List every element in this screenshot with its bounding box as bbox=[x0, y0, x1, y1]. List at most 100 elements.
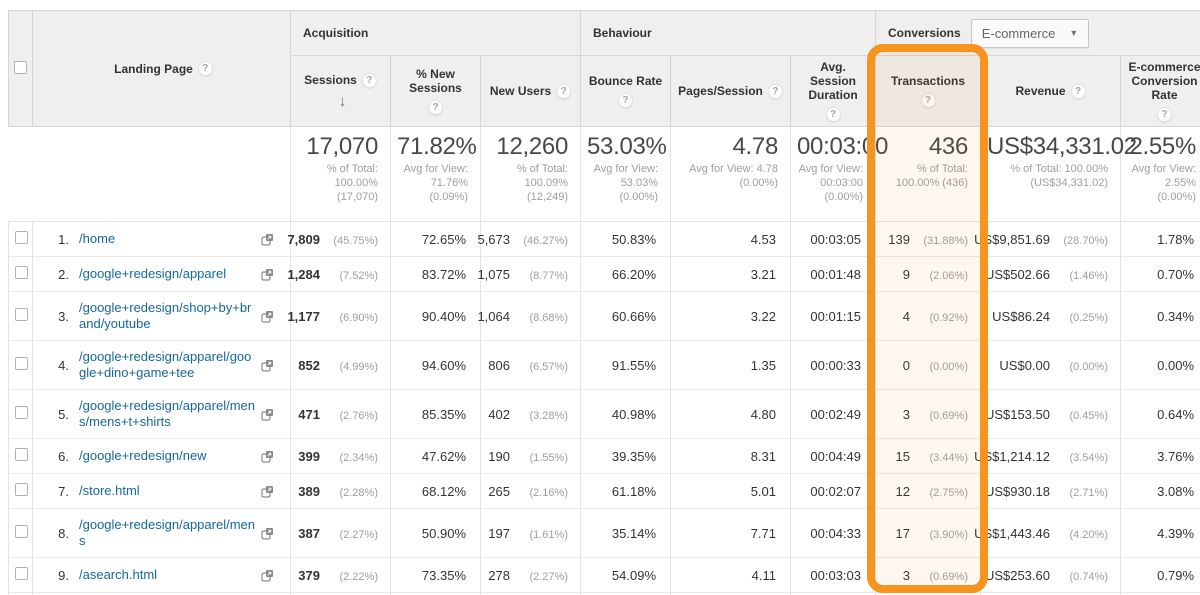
row-checkbox[interactable] bbox=[15, 525, 28, 538]
ecommerce-conversion-rate-cell: 0.00% bbox=[1119, 340, 1200, 390]
sessions-cell: 471 (2.76%) bbox=[290, 389, 391, 439]
help-icon[interactable]: ? bbox=[556, 83, 572, 99]
help-icon[interactable]: ? bbox=[361, 72, 377, 88]
row-rank: 2. bbox=[58, 266, 69, 282]
ecommerce-conversion-rate-cell: 0.79% bbox=[1119, 557, 1200, 593]
revenue-value: US$0.00 bbox=[999, 357, 1050, 373]
avg-session-duration-cell: 00:03:05 bbox=[790, 221, 876, 257]
totals-ecommerce-conversion-rate: 2.55% Avg for View: 2.55% (0.00%) bbox=[1119, 126, 1200, 222]
new-users-cell: 197 (1.61%) bbox=[480, 508, 581, 558]
row-checkbox[interactable] bbox=[15, 357, 28, 370]
row-checkbox-cell bbox=[8, 438, 33, 474]
help-icon[interactable]: ? bbox=[920, 93, 936, 108]
transactions-cell: 12 (2.75%) bbox=[875, 473, 981, 509]
avg-session-duration-cell: 00:02:07 bbox=[790, 473, 876, 509]
select-all-checkbox[interactable] bbox=[14, 60, 27, 74]
landing-page-link[interactable]: /google+redesign/apparel bbox=[79, 266, 227, 281]
column-header-new-users[interactable]: New Users? bbox=[480, 55, 581, 127]
sessions-value: 852 bbox=[298, 357, 320, 373]
sessions-value: 387 bbox=[298, 525, 320, 541]
revenue-value: US$9,851.69 bbox=[974, 231, 1050, 247]
row-checkbox[interactable] bbox=[15, 406, 28, 419]
transactions-percent: (3.90%) bbox=[929, 528, 968, 541]
new-users-cell: 278 (2.27%) bbox=[480, 557, 581, 593]
row-checkbox[interactable] bbox=[15, 567, 28, 580]
sessions-cell: 1,177 (6.90%) bbox=[287, 291, 391, 341]
row-checkbox[interactable] bbox=[15, 231, 28, 244]
sessions-cell: 7,809 (45.75%) bbox=[287, 221, 391, 257]
landing-page-link[interactable]: /google+redesign/apparel/mens/mens+t+shi… bbox=[79, 398, 255, 429]
help-icon[interactable]: ? bbox=[767, 83, 783, 99]
new-sessions-cell: 85.35% bbox=[390, 389, 481, 439]
open-in-new-icon[interactable] bbox=[261, 359, 274, 372]
revenue-percent: (0.45%) bbox=[1069, 409, 1108, 422]
totals-row: 17,070% of Total: 100.00% (17,070) 71.82… bbox=[8, 126, 1200, 222]
row-rank: 5. bbox=[58, 406, 69, 422]
landing-page-link[interactable]: /google+redesign/shop+by+brand/youtube bbox=[79, 300, 252, 331]
new-users-percent: (6.57%) bbox=[529, 360, 568, 373]
column-header-pages-session[interactable]: Pages/Session? bbox=[670, 55, 791, 127]
ecommerce-conversion-rate-cell: 0.64% bbox=[1119, 389, 1200, 439]
revenue-value: US$930.18 bbox=[984, 483, 1050, 499]
open-in-new-icon[interactable] bbox=[261, 527, 274, 540]
revenue-percent: (2.71%) bbox=[1069, 486, 1108, 499]
landing-page-link[interactable]: /asearch.html bbox=[79, 567, 158, 582]
revenue-value: US$502.66 bbox=[984, 266, 1050, 282]
row-checkbox[interactable] bbox=[15, 448, 28, 461]
open-in-new-icon[interactable] bbox=[261, 268, 274, 281]
pages-session-cell: 5.01 bbox=[670, 473, 791, 509]
open-in-new-icon[interactable] bbox=[261, 233, 274, 246]
row-checkbox[interactable] bbox=[15, 266, 28, 279]
new-sessions-cell: 68.12% bbox=[390, 473, 481, 509]
column-header-ecommerce-conversion-rate[interactable]: E-commerce Conversion Rate? bbox=[1119, 55, 1200, 127]
landing-page-link[interactable]: /google+redesign/apparel/google+dino+gam… bbox=[79, 349, 252, 380]
open-in-new-icon[interactable] bbox=[261, 569, 274, 582]
new-users-cell: 402 (3.28%) bbox=[480, 389, 581, 439]
avg-session-duration-cell: 00:01:48 bbox=[790, 256, 876, 292]
landing-page-link[interactable]: /google+redesign/apparel/mens bbox=[79, 517, 255, 548]
row-checkbox[interactable] bbox=[15, 308, 28, 321]
column-header-avg-session-duration[interactable]: Avg. Session Duration? bbox=[790, 55, 876, 127]
help-icon[interactable]: ? bbox=[1157, 107, 1172, 122]
open-in-new-icon[interactable] bbox=[261, 408, 274, 421]
help-icon[interactable]: ? bbox=[1070, 83, 1086, 99]
column-header-transactions[interactable]: Transactions? bbox=[875, 55, 981, 127]
row-checkbox-cell bbox=[8, 221, 33, 257]
open-in-new-icon[interactable] bbox=[261, 450, 274, 463]
open-in-new-icon[interactable] bbox=[261, 485, 274, 498]
revenue-value: US$153.50 bbox=[984, 406, 1050, 422]
column-header-landing-page[interactable]: Landing Page ? bbox=[32, 10, 291, 127]
row-rank: 4. bbox=[58, 357, 69, 373]
transactions-value: 3 bbox=[902, 406, 910, 422]
new-users-value: 1,064 bbox=[477, 308, 510, 324]
ecommerce-conversion-rate-cell: 0.70% bbox=[1119, 256, 1200, 292]
totals-avg-session-duration: 00:03:00 Avg for View: 00:03:00 (0.00%) bbox=[790, 126, 888, 222]
column-header-new-sessions[interactable]: % New Sessions? bbox=[390, 55, 481, 127]
landing-page-link[interactable]: /store.html bbox=[79, 483, 140, 498]
totals-bounce-rate: 53.03% Avg for View: 53.03% (0.00%) bbox=[580, 126, 671, 222]
help-icon[interactable]: ? bbox=[197, 61, 213, 76]
ecommerce-conversion-rate-cell: 3.76% bbox=[1119, 438, 1200, 474]
landing-page-link[interactable]: /google+redesign/new bbox=[79, 448, 207, 463]
column-header-sessions[interactable]: Sessions? ↓ bbox=[290, 55, 391, 127]
conversions-goal-dropdown[interactable]: E-commerce ▼ bbox=[970, 18, 1090, 48]
table-row: 4. /google+redesign/apparel/google+dino+g… bbox=[8, 340, 1200, 390]
help-icon[interactable]: ? bbox=[618, 93, 633, 108]
sessions-percent: (6.90%) bbox=[339, 311, 378, 324]
new-sessions-cell: 90.40% bbox=[390, 291, 481, 341]
transactions-value: 17 bbox=[895, 525, 910, 541]
new-users-percent: (1.61%) bbox=[529, 528, 568, 541]
row-checkbox[interactable] bbox=[15, 483, 28, 496]
row-rank: 1. bbox=[58, 231, 69, 247]
table-row: 9. /asearch.html 379 (2.22%) 73.35% 278 (2.27%… bbox=[8, 557, 1200, 593]
landing-page-cell: 3. /google+redesign/shop+by+brand/youtube bbox=[32, 291, 291, 341]
sessions-value: 399 bbox=[298, 448, 320, 464]
open-in-new-icon[interactable] bbox=[261, 310, 274, 323]
help-icon[interactable]: ? bbox=[825, 107, 841, 122]
column-header-bounce-rate[interactable]: Bounce Rate? bbox=[580, 55, 671, 127]
help-icon[interactable]: ? bbox=[428, 100, 443, 115]
new-users-cell: 5,673 (46.27%) bbox=[477, 221, 581, 257]
pages-session-cell: 1.35 bbox=[670, 340, 791, 390]
landing-page-link[interactable]: /home bbox=[79, 231, 116, 246]
column-header-revenue[interactable]: Revenue? bbox=[980, 55, 1121, 127]
